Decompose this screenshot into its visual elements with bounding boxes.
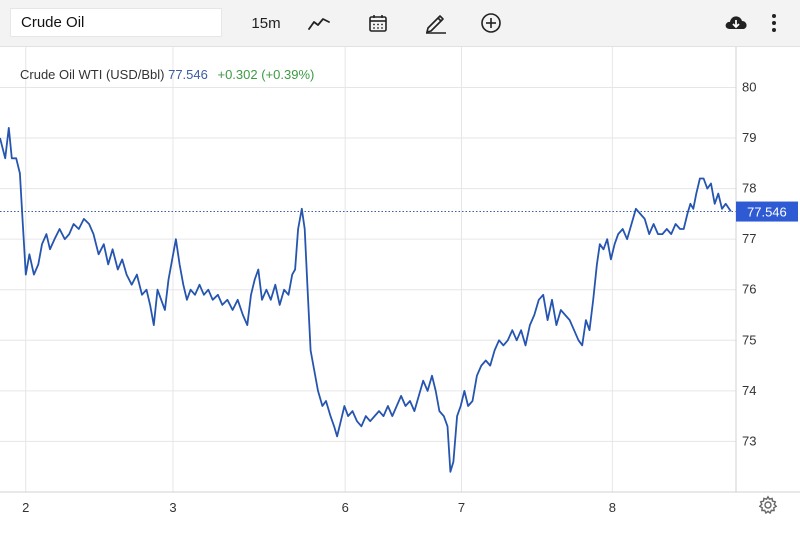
chart-type-icon[interactable] (304, 8, 334, 38)
x-tick-label: 2 (22, 500, 29, 515)
legend-price: 77.546 (168, 67, 208, 82)
current-price-tag (736, 201, 798, 222)
legend-change: +0.302 (+0.39%) (217, 67, 315, 82)
price-series-line (0, 127, 732, 473)
x-tick-label: 8 (609, 500, 616, 515)
y-tick-label: 74 (742, 383, 756, 398)
add-compare-icon[interactable] (476, 8, 506, 38)
y-tick-label: 75 (742, 332, 756, 347)
y-tick-label: 80 (742, 79, 756, 94)
series-legend: Crude Oil WTI (USD/Bbl) 77.546 +0.302 (+… (20, 67, 314, 82)
y-tick-label: 79 (742, 130, 756, 145)
x-tick-label: 7 (458, 500, 465, 515)
more-icon[interactable] (762, 8, 786, 38)
legend-name: Crude Oil WTI (USD/Bbl) (20, 67, 165, 82)
settings-gear-icon[interactable] (758, 495, 778, 515)
draw-pencil-icon[interactable] (421, 8, 451, 38)
chart-toolbar: Crude Oil 15m (0, 0, 800, 47)
interval-selector[interactable]: 15m (251, 14, 281, 32)
series-layer (0, 127, 736, 473)
symbol-search-input[interactable]: Crude Oil (10, 8, 222, 37)
y-tick-label: 77 (742, 231, 756, 246)
x-tick-label: 3 (169, 500, 176, 515)
y-tick-label: 78 (742, 181, 756, 196)
y-tick-label: 76 (742, 282, 756, 297)
current-price-label: 77.546 (747, 205, 787, 220)
y-tick-label: 73 (742, 433, 756, 448)
download-icon[interactable] (721, 8, 751, 38)
chart-area[interactable]: 73 74 75 76 77 78 79 80 2 3 6 7 8 77.546 (0, 47, 800, 528)
chart-grid (0, 47, 736, 492)
calendar-icon[interactable] (363, 8, 393, 38)
x-tick-label: 6 (342, 500, 349, 515)
